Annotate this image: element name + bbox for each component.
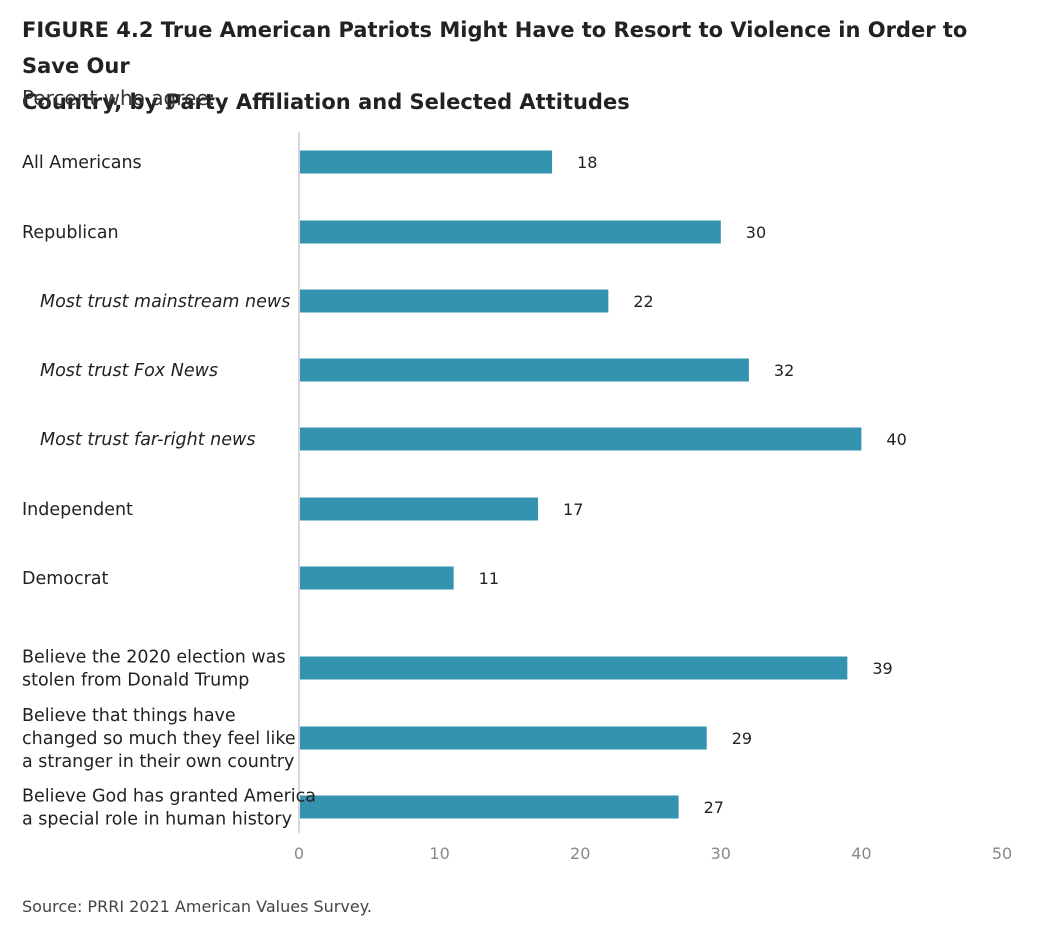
category-label-line: changed so much they feel like (22, 729, 296, 749)
data-label: 18 (577, 153, 597, 172)
data-label: 29 (732, 729, 752, 748)
bar (300, 497, 539, 521)
x-tick-label: 20 (570, 844, 590, 863)
data-label: 40 (886, 430, 906, 449)
bar (300, 795, 679, 819)
chart-title-line-2: Country, by Party Affiliation and Select… (22, 90, 630, 114)
x-tick-label: 50 (992, 844, 1012, 863)
chart-title-line-1: FIGURE 4.2 True American Patriots Might … (22, 18, 968, 78)
bar (300, 656, 848, 680)
x-tick-label: 0 (294, 844, 304, 863)
category-label-line: Believe God has granted America (22, 787, 316, 807)
category-label: Believe God has granted America a special… (22, 787, 316, 830)
bar (300, 220, 721, 244)
bar (300, 289, 609, 313)
category-label: Democrat (22, 569, 109, 589)
source-note: Source: PRRI 2021 American Values Survey… (22, 897, 372, 916)
bar (300, 566, 454, 590)
category-label: Most trust mainstream news (40, 292, 290, 312)
data-label: 22 (633, 292, 653, 311)
bar (300, 726, 707, 750)
chart-title: FIGURE 4.2 True American Patriots Might … (22, 12, 1022, 120)
category-label: Believe the 2020 election was stolen from… (22, 648, 286, 691)
category-label: Republican (22, 223, 119, 243)
category-label-line: Believe the 2020 election was (22, 648, 286, 668)
category-label-line: Most trust Fox News (40, 361, 218, 381)
category-label-line: Believe that things have (22, 706, 236, 726)
bar (300, 150, 553, 174)
bar (300, 358, 749, 382)
chart-subtitle: Percent who agree: (22, 86, 216, 110)
category-label-line: a special role in human history (22, 810, 292, 830)
category-label-line: Democrat (22, 569, 109, 589)
category-label-line: Republican (22, 223, 119, 243)
data-label: 27 (704, 798, 724, 817)
category-label-line: Most trust mainstream news (40, 292, 290, 312)
category-label-line: All Americans (22, 153, 142, 173)
bar-chart: 18 All Americans 30 Republican 22 Most trust … (22, 132, 1012, 863)
data-label: 11 (479, 569, 499, 588)
category-label-line: stolen from Donald Trump (22, 671, 249, 691)
category-label: All Americans (22, 153, 142, 173)
data-label: 32 (774, 361, 794, 380)
category-label: Most trust Fox News (40, 361, 218, 381)
x-tick-label: 30 (711, 844, 731, 863)
data-label: 17 (563, 500, 583, 519)
data-label: 30 (746, 223, 766, 242)
category-label-line: Independent (22, 500, 133, 520)
category-label: Most trust far-right news (40, 430, 255, 450)
x-tick-label: 10 (429, 844, 449, 863)
category-label: Independent (22, 500, 133, 520)
x-tick-label: 40 (851, 844, 871, 863)
category-label: Believe that things have changed so much … (22, 706, 296, 772)
category-label-line: Most trust far-right news (40, 430, 255, 450)
category-label-line: a stranger in their own country (22, 752, 294, 772)
data-label: 39 (872, 659, 892, 678)
bar (300, 427, 862, 451)
